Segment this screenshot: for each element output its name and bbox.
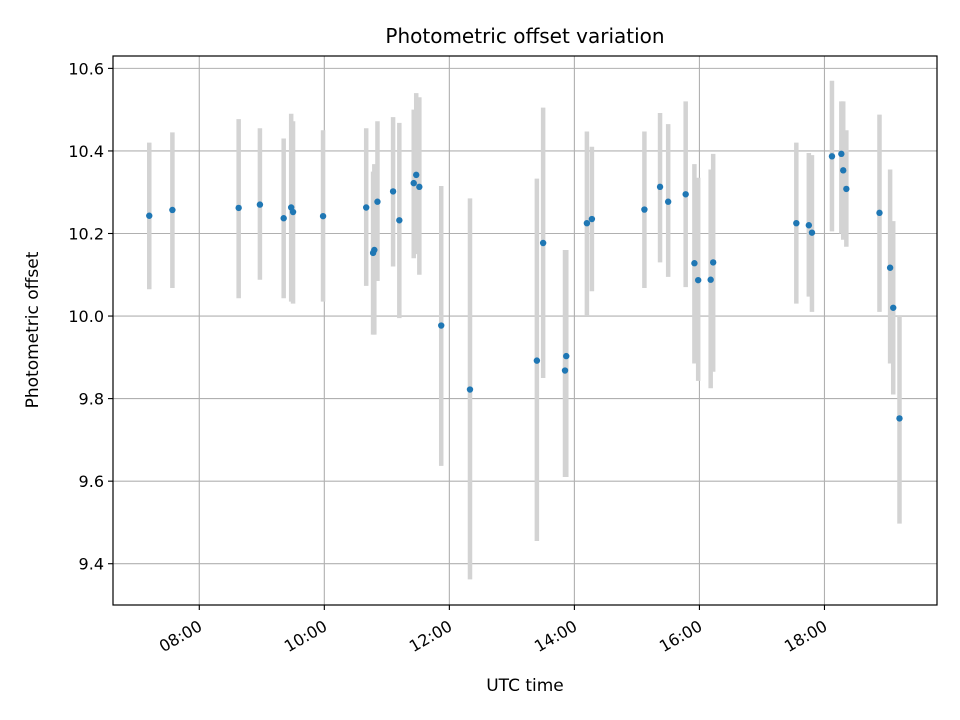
y-tick-label: 10.2 (68, 224, 104, 243)
data-point (641, 206, 648, 213)
data-point (588, 215, 596, 223)
grid-lines (113, 56, 937, 605)
data-point (664, 198, 672, 205)
y-axis-ticks: 9.4 9.6 9.8 10.0 10.2 10.4 10.6 (68, 59, 113, 574)
data-point (828, 153, 836, 160)
y-tick-label: 9.4 (79, 555, 104, 574)
data-point (682, 191, 689, 198)
data-point (691, 260, 698, 267)
data-point (656, 183, 664, 191)
data-point (838, 150, 845, 158)
data-point (876, 209, 883, 217)
data-point (843, 185, 850, 193)
data-point (533, 357, 541, 364)
data-point (896, 415, 903, 422)
data-point (793, 219, 800, 227)
data-point (416, 183, 423, 191)
y-tick-label: 10.0 (68, 307, 104, 326)
plot-frame (112, 55, 938, 606)
data-point (694, 276, 702, 284)
y-tick-label: 9.8 (79, 390, 104, 409)
y-tick-label: 10.6 (68, 59, 104, 78)
data-point (413, 171, 420, 179)
y-tick-label: 10.4 (68, 142, 104, 161)
data-point (289, 208, 297, 216)
data-point (840, 167, 847, 174)
data-point (886, 264, 894, 271)
data-point (146, 212, 153, 219)
data-point (235, 204, 242, 212)
data-point (363, 204, 370, 211)
x-axis-label: UTC time (486, 676, 564, 696)
data-point (169, 206, 176, 214)
data-point (709, 259, 717, 266)
data-point (808, 229, 816, 236)
data-point (805, 222, 813, 229)
plot-area (113, 56, 937, 605)
data-point (707, 276, 714, 283)
data-point (410, 179, 417, 187)
data-point (374, 198, 381, 205)
data-point (371, 246, 378, 254)
data-point (539, 239, 547, 247)
data-point (563, 352, 570, 360)
data-point (280, 215, 287, 222)
y-axis-label: Photometric offset (23, 251, 43, 408)
data-point (438, 322, 445, 329)
data-point (256, 201, 264, 208)
chart-title: Photometric offset variation (385, 24, 664, 48)
data-point (319, 212, 327, 220)
data-point (583, 219, 591, 227)
data-point (396, 217, 403, 224)
data-markers (146, 150, 903, 422)
data-point (890, 304, 897, 311)
data-point (466, 386, 474, 393)
y-tick-label: 9.6 (79, 472, 104, 491)
data-point (389, 188, 397, 195)
data-point (561, 367, 569, 374)
